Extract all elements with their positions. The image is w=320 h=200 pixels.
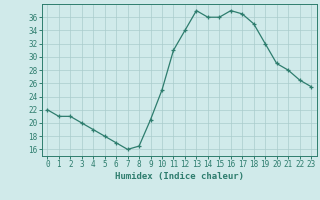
X-axis label: Humidex (Indice chaleur): Humidex (Indice chaleur)	[115, 172, 244, 181]
